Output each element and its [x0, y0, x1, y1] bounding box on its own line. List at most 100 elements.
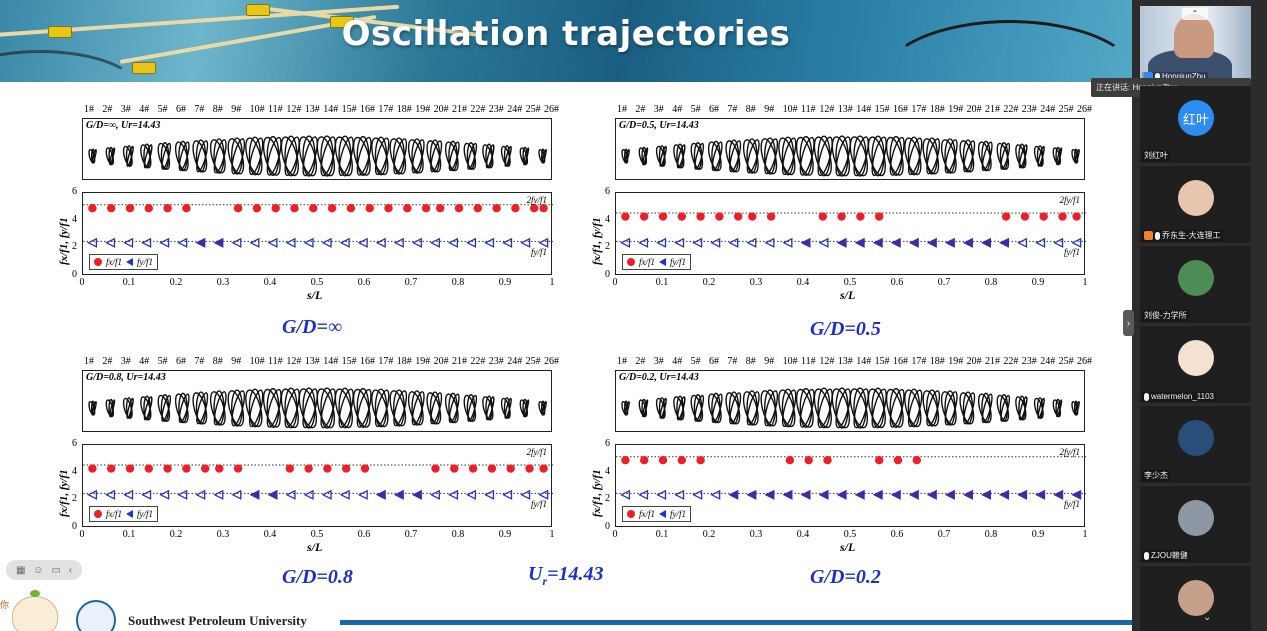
trajectory-loop	[799, 388, 815, 428]
mode-number: 19#	[948, 356, 964, 367]
fx-marker	[677, 456, 686, 465]
trajectory-loop	[831, 136, 851, 177]
trajectory-loop	[320, 136, 336, 177]
trajectory-loop	[764, 390, 779, 427]
participant-name: watermelon_1103	[1142, 392, 1217, 401]
fy-marker	[1017, 237, 1028, 248]
mode-number: 18#	[929, 356, 945, 367]
fx-marker	[252, 204, 262, 213]
annotation-2fy: 2fy/f1	[526, 447, 548, 457]
trajectory-loop	[393, 138, 408, 175]
y-tick-label: 2	[72, 241, 77, 253]
mode-number: 16#	[893, 356, 908, 367]
mode-number: 8#	[745, 356, 756, 367]
fx-marker	[804, 456, 813, 465]
trajectory-loop	[729, 140, 742, 173]
participant-tile[interactable]: 乔东生-大连理工	[1140, 166, 1251, 243]
trajectory-loop	[393, 390, 408, 427]
y-tick-label: 2	[72, 493, 77, 505]
participant-tile[interactable]: ZJOU赖健	[1140, 486, 1251, 563]
fx-marker	[271, 204, 280, 213]
fy-marker	[908, 489, 919, 500]
trajectory-loop	[371, 137, 389, 176]
participant-name: 乔东生-大连理工	[1142, 230, 1223, 241]
mic-muted-icon	[1144, 551, 1149, 560]
fx-marker	[875, 212, 884, 221]
fy-marker	[637, 237, 649, 248]
mode-number: 19#	[948, 104, 964, 115]
mode-number: 16#	[360, 356, 375, 367]
avatar: 红叶	[1178, 100, 1214, 136]
trajectory-loop	[109, 399, 116, 418]
fx-marker	[487, 464, 497, 473]
mode-number: 17#	[911, 104, 927, 115]
grid-icon[interactable]: ▦	[15, 564, 26, 576]
collapse-sidebar-button[interactable]: ›	[1123, 310, 1134, 336]
emoji-icon[interactable]: ☺	[33, 564, 44, 576]
mode-number: 19#	[415, 356, 431, 367]
x-tick-label: 0.4	[263, 529, 277, 540]
trajectory-loop	[523, 147, 530, 166]
fx-marker	[766, 212, 776, 221]
fx-marker	[215, 464, 224, 473]
mode-number: 14#	[323, 104, 339, 115]
x-tick-label: 0.1	[655, 277, 669, 288]
legend-fy-label: fy/f1	[137, 257, 153, 267]
x-axis-label: s/L	[840, 288, 856, 302]
legend-fx-label: fx/f1	[106, 257, 122, 267]
fy-marker	[926, 237, 937, 248]
fy-marker	[303, 237, 314, 248]
fy-marker	[231, 489, 242, 500]
trajectory-loop	[963, 140, 976, 173]
mode-number: 18#	[929, 104, 945, 115]
mode-number: 17#	[911, 356, 927, 367]
back-icon[interactable]: ‹	[68, 564, 73, 576]
trajectory-loop	[729, 392, 742, 425]
scroll-down-icon[interactable]: ⌄	[1203, 612, 1212, 623]
fy-marker	[249, 237, 260, 248]
fy-marker	[393, 489, 404, 500]
x-tick-label: 0.1	[655, 529, 669, 540]
annotation-fy: fy/f1	[531, 246, 547, 257]
mode-number: 16#	[893, 104, 908, 115]
mode-number: 6#	[709, 104, 719, 115]
frequency-plot: fx/f1 fy/f1 2fy/f1 fy/f1	[82, 192, 553, 275]
slide-title: Oscillation trajectories	[341, 14, 791, 54]
fx-marker	[511, 204, 520, 213]
participant-tile[interactable]: 刘俊-力学所	[1140, 246, 1251, 323]
fy-marker	[195, 237, 206, 248]
x-tick-label: 0.3	[216, 529, 230, 540]
x-tick-label: 0.9	[1031, 277, 1045, 288]
camera-toggle-button[interactable]: ⌃	[1182, 8, 1208, 20]
trajectory-loop	[485, 396, 495, 421]
trajectory-loop	[1056, 399, 1063, 418]
trajectory-svg	[88, 387, 547, 429]
chat-icon[interactable]: ▭	[51, 564, 61, 576]
fx-marker	[233, 464, 243, 473]
fx-marker	[421, 204, 431, 213]
participant-tile[interactable]: 红叶 刘红叶	[1140, 86, 1251, 163]
fx-marker	[621, 212, 630, 221]
x-axis-label: s/L	[307, 288, 323, 302]
fx-marker	[696, 212, 705, 221]
trajectory-svg	[88, 135, 547, 177]
mode-number: 10#	[782, 104, 798, 115]
mode-number: 15#	[874, 356, 890, 367]
participant-tile-video[interactable]: ⌃ HongjunZhu	[1140, 6, 1251, 83]
x-tick-label: 0.6	[890, 277, 904, 288]
fy-marker	[177, 237, 188, 248]
mode-number: 5#	[690, 104, 701, 115]
participant-name: 刘红叶	[1142, 150, 1170, 161]
fy-marker	[728, 489, 739, 500]
fy-marker	[962, 237, 973, 248]
participant-tile[interactable]: watermelon_1103	[1140, 326, 1251, 403]
trajectory-loop	[764, 138, 779, 175]
mode-number: 15#	[341, 104, 357, 115]
participant-tile[interactable]: 李少杰	[1140, 406, 1251, 483]
trajectory-loop	[1018, 396, 1028, 421]
mode-number: 11#	[801, 104, 816, 115]
fx-marker	[88, 204, 97, 213]
x-tick-label: 0.6	[357, 277, 371, 288]
participant-tile[interactable]	[1140, 566, 1251, 631]
x-tick-label: 0.5	[843, 529, 857, 540]
